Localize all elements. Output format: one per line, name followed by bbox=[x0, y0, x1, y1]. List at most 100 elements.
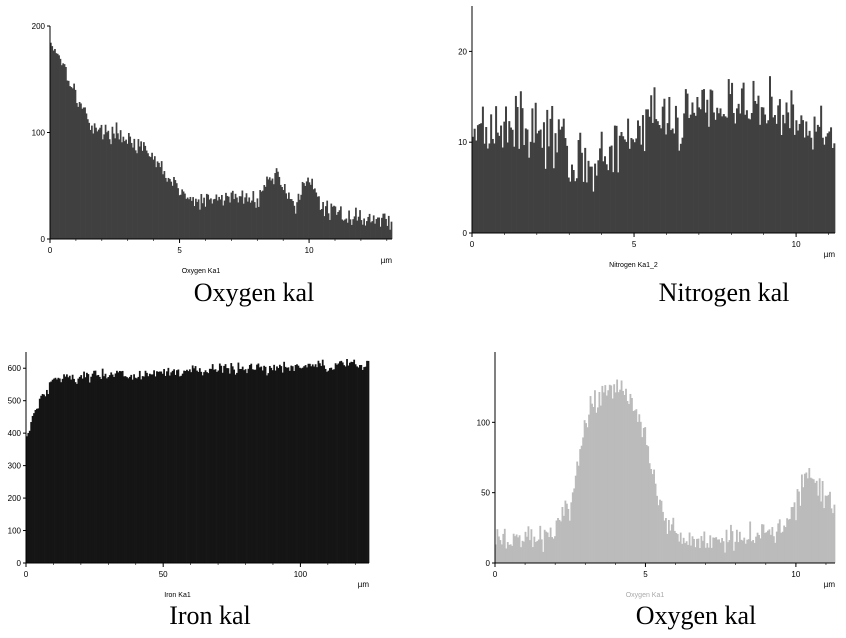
histogram-bar bbox=[709, 89, 712, 233]
histogram-bar bbox=[263, 185, 266, 239]
histogram-bar bbox=[495, 544, 497, 563]
histogram-bar bbox=[728, 540, 731, 563]
histogram-bar bbox=[80, 375, 83, 563]
histogram-bar bbox=[724, 116, 727, 233]
histogram-bar bbox=[549, 118, 552, 233]
histogram-bar bbox=[544, 168, 547, 233]
histogram-bar bbox=[206, 372, 208, 563]
histogram-bar bbox=[40, 395, 43, 563]
histogram-bar bbox=[203, 197, 205, 239]
histogram-bar bbox=[583, 420, 586, 563]
histogram-bar bbox=[642, 427, 645, 563]
histogram-bar bbox=[733, 550, 735, 563]
histogram-bar bbox=[348, 210, 350, 239]
histogram-bar bbox=[503, 528, 506, 563]
histogram-bar bbox=[516, 106, 519, 233]
histogram-bar bbox=[100, 124, 103, 239]
histogram-bar bbox=[832, 513, 834, 563]
histogram-bar bbox=[595, 175, 598, 233]
histogram-bar bbox=[752, 539, 755, 563]
histogram-bar bbox=[331, 369, 334, 563]
histogram-bar bbox=[197, 371, 200, 563]
x-tick-label: 10 bbox=[305, 246, 314, 255]
histogram-bar bbox=[266, 375, 268, 563]
histogram-bar bbox=[200, 371, 203, 563]
histogram-bar bbox=[300, 194, 303, 239]
histogram-bar bbox=[719, 108, 722, 233]
histogram-bar bbox=[746, 539, 749, 563]
histogram-bar bbox=[345, 218, 348, 239]
histogram-bar bbox=[368, 213, 371, 239]
histogram-bar bbox=[101, 139, 104, 239]
histogram-bar bbox=[243, 370, 246, 563]
x-tick-label: 5 bbox=[632, 240, 637, 249]
histogram-bar bbox=[100, 378, 103, 563]
histogram-bar bbox=[580, 445, 583, 563]
histogram-bar bbox=[145, 150, 148, 239]
histogram-bar bbox=[91, 125, 93, 239]
histogram-bar bbox=[324, 206, 327, 239]
y-tick-label: 600 bbox=[8, 364, 22, 373]
histogram-bar bbox=[147, 376, 150, 563]
histogram-bar bbox=[792, 507, 794, 563]
histogram-bar bbox=[630, 138, 633, 233]
histogram-bar bbox=[131, 379, 134, 563]
histogram-bar bbox=[367, 360, 370, 563]
histogram-bar bbox=[294, 365, 297, 563]
histogram-bar bbox=[783, 123, 786, 233]
histogram-bar bbox=[475, 140, 478, 233]
histogram-bar bbox=[143, 376, 145, 563]
histogram-bar bbox=[802, 487, 805, 563]
histogram-bar bbox=[793, 134, 796, 233]
histogram-bar bbox=[799, 505, 802, 563]
histogram-bar bbox=[701, 540, 704, 563]
histogram-bar bbox=[673, 530, 676, 563]
x-unit-label: µm bbox=[381, 256, 393, 265]
histogram-bar bbox=[326, 371, 328, 563]
histogram-bar bbox=[67, 80, 70, 239]
histogram-bar bbox=[170, 372, 173, 563]
histogram-bar bbox=[56, 53, 59, 239]
histogram-bar bbox=[679, 532, 682, 563]
histogram-bar bbox=[726, 117, 729, 233]
histogram-bar bbox=[686, 93, 689, 233]
histogram-bar bbox=[707, 547, 710, 563]
histogram-bar bbox=[86, 119, 89, 239]
histogram-bar bbox=[648, 116, 651, 233]
histogram-bar bbox=[115, 122, 118, 239]
histogram-bar bbox=[767, 120, 770, 233]
histogram-bar bbox=[164, 177, 167, 239]
histogram-bar bbox=[74, 89, 77, 239]
histogram-bar bbox=[764, 532, 766, 563]
histogram-bar bbox=[37, 408, 40, 563]
histogram-bar bbox=[810, 137, 813, 233]
histogram-bar bbox=[772, 536, 775, 563]
histogram-bar bbox=[645, 109, 648, 233]
histogram-bar bbox=[298, 367, 301, 563]
histogram-bar bbox=[52, 50, 55, 240]
histogram-bar bbox=[749, 521, 752, 563]
histogram-bar bbox=[528, 157, 531, 233]
histogram-bar bbox=[798, 491, 800, 563]
histogram-bar bbox=[87, 374, 90, 563]
histogram-bar bbox=[375, 219, 378, 239]
histogram-bar bbox=[96, 375, 98, 563]
histogram-bar bbox=[236, 197, 238, 239]
histogram-bar bbox=[762, 107, 765, 233]
histogram-bar bbox=[632, 139, 635, 233]
histogram-bar bbox=[108, 375, 111, 563]
histogram-bar bbox=[352, 219, 355, 239]
histogram-bar bbox=[296, 202, 298, 239]
histogram-bar bbox=[264, 186, 267, 239]
histogram-bar bbox=[678, 150, 681, 233]
histogram-bar bbox=[64, 376, 67, 563]
histogram-bar bbox=[601, 385, 604, 563]
histogram-bar bbox=[769, 534, 772, 563]
histogram-bar bbox=[104, 124, 107, 239]
histogram-bar bbox=[736, 108, 738, 233]
y-tick-label: 0 bbox=[486, 559, 491, 568]
histogram-bar bbox=[496, 529, 499, 563]
histogram-bars bbox=[50, 42, 393, 240]
histogram-bar bbox=[688, 118, 691, 233]
histogram-bar bbox=[759, 124, 762, 233]
